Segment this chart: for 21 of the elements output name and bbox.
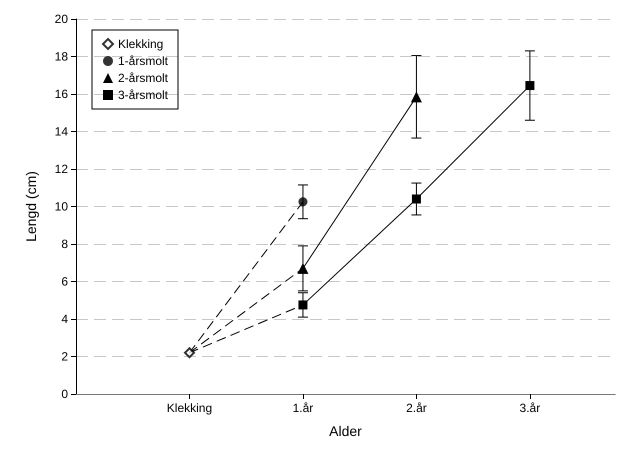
- y-tick-label: 6: [61, 274, 68, 288]
- y-tick-label: 18: [54, 50, 68, 64]
- x-tick-label: Klekking: [166, 401, 212, 415]
- legend-label: Klekking: [118, 37, 164, 51]
- legend-label: 1-årsmolt: [118, 54, 169, 68]
- y-tick-label: 0: [61, 387, 68, 401]
- x-tick-label: 2.år: [406, 401, 427, 415]
- x-tick-label: 1.år: [292, 401, 314, 415]
- y-axis-title: Lengd (cm): [23, 171, 39, 242]
- y-tick-label: 12: [54, 162, 68, 176]
- y-tick-label: 16: [54, 87, 68, 101]
- y-tick-label: 10: [54, 200, 68, 214]
- y-tick-label: 2: [61, 350, 68, 364]
- y-tick-label: 4: [61, 312, 68, 326]
- y-tick-label: 14: [54, 124, 68, 138]
- legend-label: 3-årsmolt: [118, 88, 169, 102]
- y-tick-label: 8: [61, 237, 68, 251]
- x-axis-title: Alder: [329, 423, 362, 439]
- legend-label: 2-årsmolt: [118, 71, 169, 85]
- y-tick-label: 20: [54, 12, 68, 26]
- x-tick-label: 3.år: [520, 401, 540, 415]
